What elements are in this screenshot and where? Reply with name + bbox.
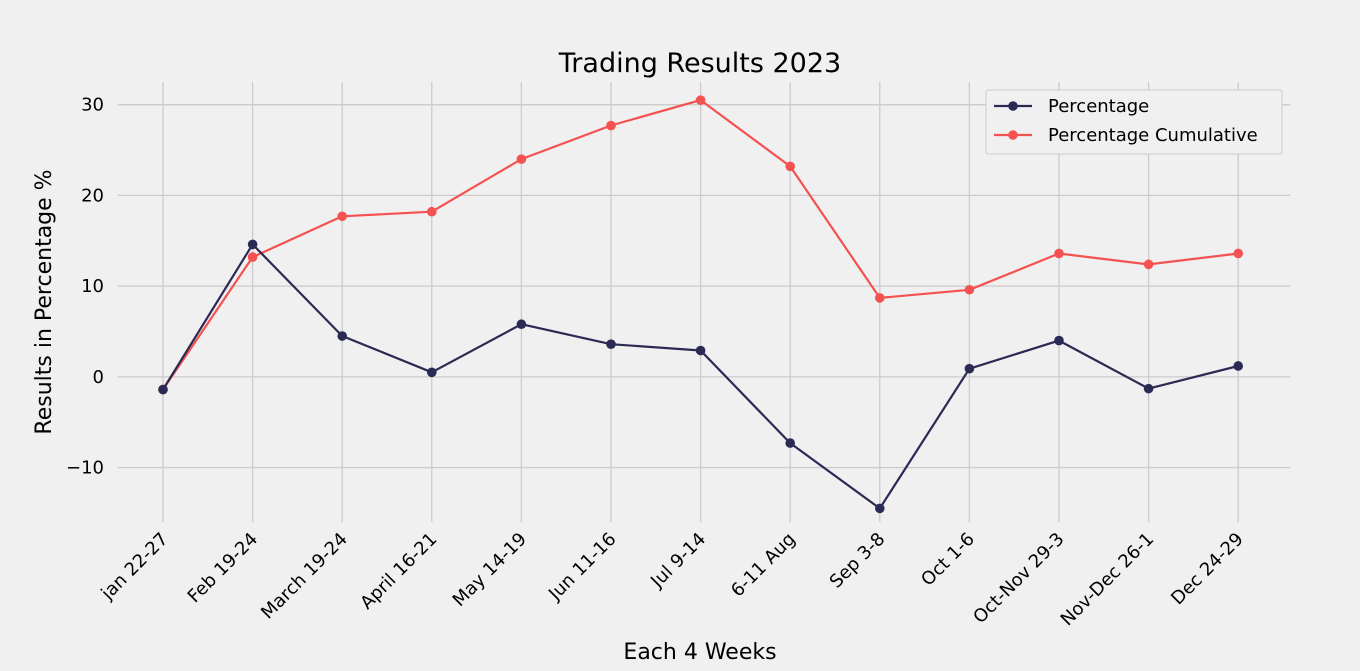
data-point-percentage xyxy=(606,339,616,349)
data-point-percentage xyxy=(1054,335,1064,346)
data-point-percentage xyxy=(785,438,795,448)
x-tick-label: 6-11 Aug xyxy=(727,529,800,602)
x-tick-label: Feb 19-24 xyxy=(184,529,262,607)
x-tick-label: Oct-Nov 29-3 xyxy=(969,529,1068,628)
series-percentage-cumulative xyxy=(158,95,1243,395)
legend: Percentage Percentage Cumulative xyxy=(985,89,1283,155)
data-point-percentage-cumulative xyxy=(606,120,616,131)
data-point-percentage xyxy=(1233,361,1243,371)
x-tick-label: Sep 3-8 xyxy=(826,529,890,593)
data-point-percentage xyxy=(695,345,706,356)
x-tick-label: Jul 9-14 xyxy=(646,529,710,593)
legend-box xyxy=(985,89,1283,155)
y-tick-label: 10 xyxy=(81,276,104,297)
x-tick-label: Dec 24-29 xyxy=(1167,529,1248,610)
data-point-percentage xyxy=(1143,383,1154,394)
data-point-percentage-cumulative xyxy=(427,206,437,217)
data-point-percentage-cumulative xyxy=(875,293,885,303)
data-point-percentage-cumulative xyxy=(247,252,258,262)
chart-title: Trading Results 2023 xyxy=(558,48,841,79)
data-point-percentage xyxy=(158,384,168,395)
data-point-percentage-cumulative xyxy=(964,284,975,295)
series xyxy=(158,95,1243,514)
data-point-percentage-cumulative xyxy=(1054,248,1064,259)
data-point-percentage xyxy=(337,331,348,341)
x-tick-label: March 19-24 xyxy=(257,529,352,624)
grid xyxy=(118,82,1290,522)
y-tick-label: 0 xyxy=(93,367,104,388)
x-tick-label: May 14-19 xyxy=(449,529,531,611)
data-point-percentage-cumulative xyxy=(1143,259,1154,270)
legend-label-percentage: Percentage xyxy=(1048,96,1149,117)
data-point-percentage-cumulative xyxy=(1233,248,1243,259)
data-point-percentage xyxy=(427,367,437,378)
legend-marker-percentage-cumulative xyxy=(1008,130,1018,140)
data-point-percentage xyxy=(247,239,258,250)
data-point-percentage-cumulative xyxy=(695,95,706,105)
legend-marker-percentage xyxy=(1008,101,1018,111)
x-tick-label: Oct 1-6 xyxy=(917,529,979,591)
y-tick-label: 20 xyxy=(81,185,104,206)
x-tick-label: April 16-21 xyxy=(356,529,441,614)
x-tick-label: Jun 11-16 xyxy=(544,529,620,605)
x-axis-label: Each 4 Weeks xyxy=(623,640,776,665)
data-point-percentage-cumulative xyxy=(516,154,527,164)
data-point-percentage-cumulative xyxy=(785,161,795,172)
series-percentage xyxy=(158,239,1243,514)
y-tick-label: −10 xyxy=(66,458,104,479)
data-point-percentage xyxy=(516,319,527,330)
y-tick-label: 30 xyxy=(81,95,104,116)
data-point-percentage xyxy=(964,363,975,374)
y-tick-labels: −10 0 10 20 30 xyxy=(66,95,104,479)
data-point-percentage-cumulative xyxy=(337,211,348,222)
x-tick-label: Nov-Dec 26-1 xyxy=(1057,529,1159,631)
legend-label-percentage-cumulative: Percentage Cumulative xyxy=(1048,125,1258,146)
data-point-percentage xyxy=(875,503,885,514)
y-axis-label: Results in Percentage % xyxy=(32,169,57,434)
x-tick-label: jan 22-27 xyxy=(97,529,173,605)
